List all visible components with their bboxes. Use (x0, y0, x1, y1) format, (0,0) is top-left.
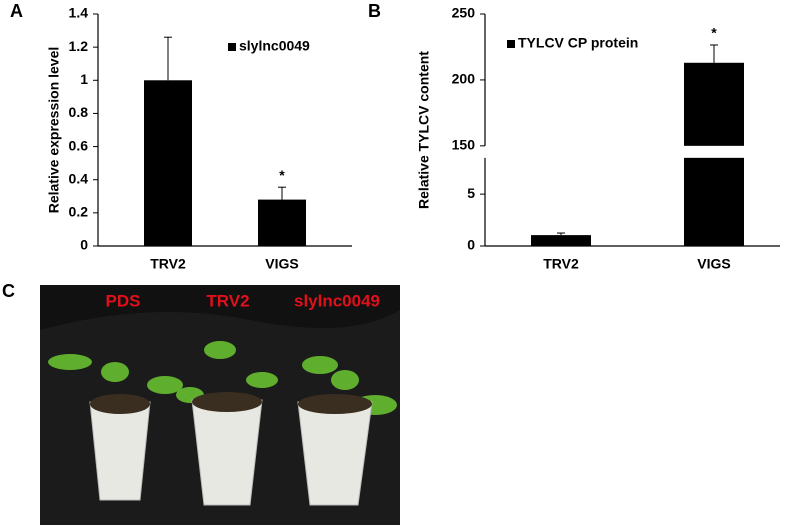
panel-label: A (10, 1, 23, 21)
photo-label: TRV2 (206, 291, 249, 310)
significance-mark: * (711, 25, 717, 41)
y-tick-label: 0.6 (69, 137, 89, 153)
legend-label: slylnc0049 (239, 38, 310, 54)
y-tick-label: 0 (80, 237, 88, 253)
y-tick-label: 5 (467, 185, 475, 201)
significance-mark: * (279, 167, 285, 183)
x-tick-label: TRV2 (150, 256, 186, 272)
y-tick-label: 0 (467, 237, 475, 253)
bar (684, 157, 744, 246)
y-tick-label: 0.8 (69, 104, 89, 120)
y-tick-label: 1.4 (69, 5, 89, 21)
legend-label: TYLCV CP protein (518, 35, 638, 51)
y-axis-label: Relative TYLCV content (416, 51, 432, 209)
legend-swatch (507, 40, 515, 48)
y-tick-label: 200 (452, 71, 476, 87)
legend-swatch (228, 43, 236, 51)
y-tick-label: 150 (452, 137, 476, 153)
panel-label: B (368, 1, 381, 21)
photo-label: slylnc0049 (294, 291, 380, 310)
bar (531, 235, 591, 246)
x-tick-label: TRV2 (543, 256, 579, 272)
y-tick-label: 1 (80, 71, 88, 87)
panel-label: C (2, 281, 15, 301)
y-tick-label: 0.4 (69, 170, 89, 186)
x-tick-label: VIGS (265, 256, 298, 272)
bar (144, 80, 192, 247)
photo-label: PDS (106, 291, 141, 310)
x-tick-label: VIGS (697, 256, 730, 272)
y-tick-label: 1.2 (69, 38, 89, 54)
bar (258, 199, 306, 246)
y-tick-label: 250 (452, 5, 476, 21)
y-tick-label: 0.2 (69, 204, 89, 220)
y-axis-label: Relative expression level (46, 47, 62, 214)
bar (684, 62, 744, 146)
plant-photo (40, 285, 400, 525)
